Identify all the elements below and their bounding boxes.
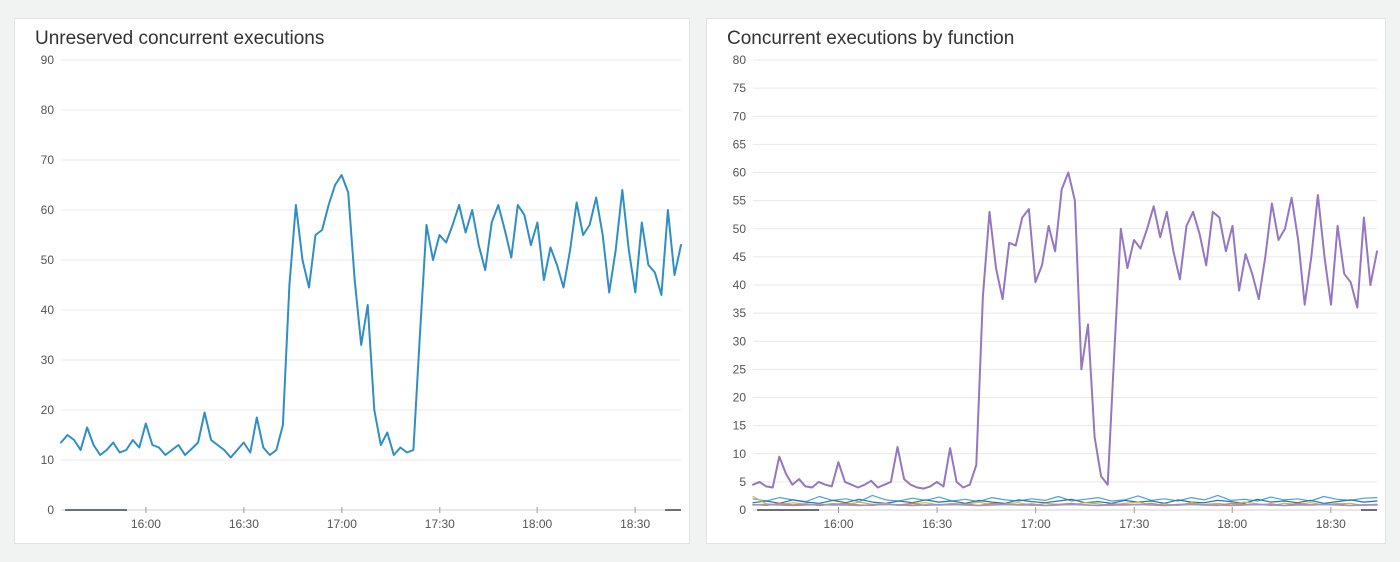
- svg-text:40: 40: [733, 278, 747, 292]
- svg-text:80: 80: [41, 103, 55, 117]
- line-chart-unreserved-concurrent-executions[interactable]: 0 10 20 30 40 50 60 70 80 90 16:00 16:30 17:00 17:30 1…: [15, 54, 689, 544]
- panel-unreserved-concurrent-executions: Unreserved concurrent executions 0 10 20 30…: [14, 18, 690, 544]
- svg-text:80: 80: [733, 54, 747, 67]
- svg-text:17:00: 17:00: [1021, 517, 1051, 531]
- svg-text:5: 5: [739, 475, 746, 489]
- svg-text:90: 90: [41, 54, 55, 67]
- svg-text:17:30: 17:30: [425, 517, 455, 531]
- svg-text:70: 70: [733, 109, 747, 123]
- panel-concurrent-executions-by-function: Concurrent executions by function 0 5 10 15…: [706, 18, 1386, 544]
- svg-text:50: 50: [41, 253, 55, 267]
- svg-text:17:00: 17:00: [327, 517, 357, 531]
- svg-text:16:00: 16:00: [823, 517, 853, 531]
- svg-text:75: 75: [733, 81, 747, 95]
- svg-text:18:00: 18:00: [1217, 517, 1247, 531]
- svg-text:25: 25: [733, 362, 747, 376]
- panel-title: Concurrent executions by function: [727, 28, 1015, 49]
- svg-text:0: 0: [47, 503, 54, 517]
- svg-text:18:30: 18:30: [1316, 517, 1346, 531]
- svg-text:18:00: 18:00: [522, 517, 552, 531]
- svg-text:20: 20: [733, 391, 747, 405]
- svg-text:17:30: 17:30: [1119, 517, 1149, 531]
- svg-text:0: 0: [739, 503, 746, 517]
- svg-text:55: 55: [733, 194, 747, 208]
- panel-title: Unreserved concurrent executions: [35, 28, 325, 49]
- svg-text:16:00: 16:00: [131, 517, 161, 531]
- svg-text:70: 70: [41, 153, 55, 167]
- svg-text:20: 20: [41, 403, 55, 417]
- svg-text:15: 15: [733, 419, 747, 433]
- svg-text:10: 10: [733, 447, 747, 461]
- svg-text:30: 30: [41, 353, 55, 367]
- svg-text:16:30: 16:30: [922, 517, 952, 531]
- svg-text:50: 50: [733, 222, 747, 236]
- svg-text:45: 45: [733, 250, 747, 264]
- svg-text:65: 65: [733, 137, 747, 151]
- svg-text:30: 30: [733, 334, 747, 348]
- svg-text:60: 60: [733, 166, 747, 180]
- svg-text:35: 35: [733, 306, 747, 320]
- svg-text:16:30: 16:30: [229, 517, 259, 531]
- line-chart-concurrent-executions-by-function[interactable]: 0 5 10 15 20 25 30 35 40 45 50 55 60 65 70 75 80 16:00 16:…: [707, 54, 1385, 544]
- svg-text:40: 40: [41, 303, 55, 317]
- svg-text:10: 10: [41, 453, 55, 467]
- svg-text:60: 60: [41, 203, 55, 217]
- svg-text:18:30: 18:30: [620, 517, 650, 531]
